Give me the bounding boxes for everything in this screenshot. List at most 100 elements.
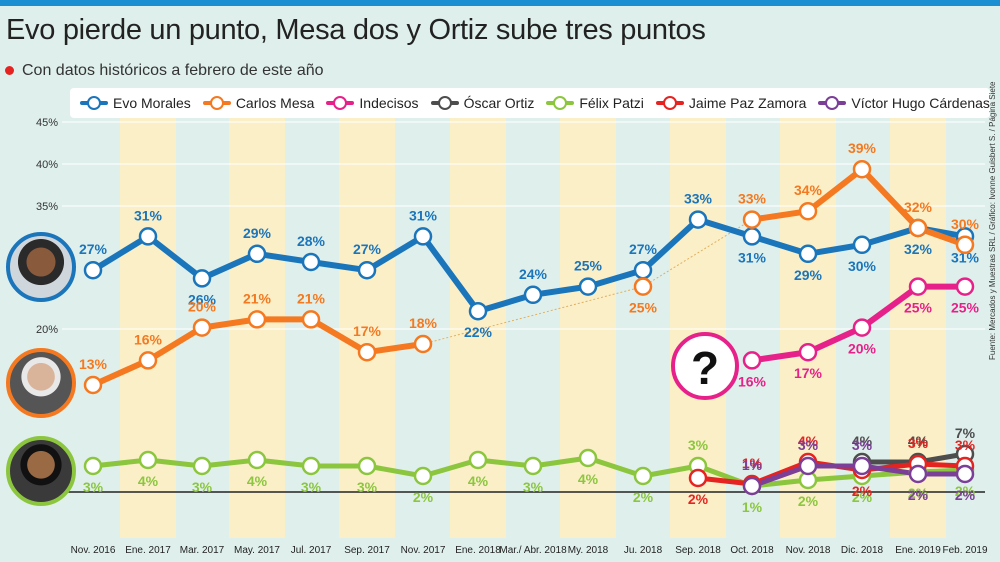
- data-label-patzi: 2%: [798, 493, 819, 509]
- data-point-evo: [138, 227, 158, 246]
- data-label-evo: 26%: [188, 291, 217, 307]
- data-point-mesa: [357, 342, 377, 362]
- data-label-patzi: 2%: [955, 483, 976, 499]
- source-note: Fuente: Mercados y Muestras SRL / Gráfic…: [988, 81, 997, 361]
- data-point-mesa: [742, 210, 762, 229]
- data-label-patzi: 4%: [578, 471, 599, 487]
- evo-morales-photo-icon: [6, 232, 76, 302]
- data-label-patzi: 3%: [523, 479, 544, 495]
- data-label-indecisos: 25%: [951, 300, 980, 316]
- data-label-mesa: 16%: [134, 331, 163, 347]
- data-point-mesa: [908, 218, 928, 238]
- top-accent-bar: [0, 0, 1000, 6]
- data-label-paz: 4%: [798, 433, 819, 449]
- data-label-mesa: 33%: [738, 191, 767, 207]
- x-tick-label: Ene. 2018: [455, 545, 501, 556]
- data-point-mesa: [633, 277, 653, 296]
- x-tick-label: Ene. 2019: [895, 545, 941, 556]
- data-label-evo: 29%: [794, 267, 823, 283]
- data-label-patzi: 2%: [413, 489, 434, 505]
- data-label-indecisos: 25%: [904, 300, 933, 316]
- chart-subtitle: Con datos históricos a febrero de este a…: [22, 62, 324, 79]
- data-point-mesa: [192, 318, 212, 337]
- data-point-mesa: [138, 351, 158, 370]
- data-label-patzi: 4%: [247, 473, 268, 489]
- data-label-ortiz: 4%: [908, 433, 929, 449]
- x-tick-label: Sep. 2018: [675, 545, 721, 556]
- data-point-mesa: [413, 334, 433, 354]
- legend-label: Indecisos: [359, 95, 419, 111]
- x-tick-label: Dic. 2018: [841, 545, 884, 556]
- data-label-patzi: 2%: [633, 489, 654, 505]
- data-point-mesa: [798, 201, 818, 221]
- x-tick-label: Nov. 2016: [71, 545, 116, 556]
- legend-item-cardenas: Víctor Hugo Cárdenas: [818, 95, 990, 111]
- legend-swatch-icon: [430, 96, 459, 110]
- data-label-evo: 27%: [629, 241, 658, 257]
- legend-label: Víctor Hugo Cárdenas: [851, 95, 990, 111]
- data-label-patzi: 3%: [301, 479, 322, 495]
- x-tick-label: My. 2018: [568, 545, 609, 556]
- data-label-patzi: 4%: [138, 473, 159, 489]
- series-gap-connector: [422, 286, 644, 345]
- data-label-paz: 2%: [852, 483, 873, 499]
- data-label-cardenas: 3%: [798, 437, 819, 453]
- data-label-paz: 3%: [908, 435, 929, 451]
- data-point-patzi: [578, 448, 598, 468]
- data-label-paz: 1%: [742, 455, 763, 471]
- data-label-evo: 33%: [684, 191, 713, 207]
- data-point-indecisos: [742, 351, 762, 370]
- data-label-mesa: 21%: [297, 290, 326, 306]
- data-label-evo: 27%: [79, 241, 108, 257]
- data-point-evo: [852, 235, 872, 255]
- data-label-indecisos: 16%: [738, 373, 767, 389]
- legend-swatch-icon: [655, 96, 684, 110]
- chart-title: Evo pierde un punto, Mesa dos y Ortiz su…: [6, 14, 706, 46]
- data-point-mesa: [955, 235, 975, 255]
- data-label-evo: 31%: [738, 249, 767, 265]
- data-point-evo: [468, 301, 488, 321]
- data-label-evo: 30%: [848, 258, 877, 274]
- data-point-cardenas: [742, 476, 762, 496]
- x-tick-label: Ju. 2018: [624, 545, 663, 556]
- x-tick-label: Ene. 2017: [125, 545, 171, 556]
- data-point-mesa: [247, 310, 267, 329]
- legend-label: Félix Patzi: [579, 95, 644, 111]
- data-point-evo: [357, 260, 377, 280]
- data-point-indecisos: [852, 318, 872, 337]
- data-label-patzi: 3%: [688, 437, 709, 453]
- x-tick-label: Sep. 2017: [344, 545, 390, 556]
- x-tick-label: Nov. 2017: [401, 545, 446, 556]
- data-label-mesa: 34%: [794, 182, 823, 198]
- data-point-evo: [192, 269, 212, 288]
- data-label-evo: 29%: [243, 225, 272, 241]
- data-point-paz: [688, 468, 708, 488]
- legend-label: Óscar Ortiz: [463, 95, 535, 111]
- data-point-evo: [798, 244, 818, 264]
- legend-item-evo: Evo Morales: [80, 95, 191, 111]
- data-label-mesa: 13%: [79, 356, 108, 372]
- column-band: [560, 118, 616, 538]
- data-label-ortiz: 4%: [852, 433, 873, 449]
- data-label-patzi: 3%: [192, 479, 213, 495]
- data-label-patzi: 1%: [742, 499, 763, 515]
- data-point-patzi: [83, 456, 103, 476]
- x-tick-label: Mar./ Abr. 2018: [499, 545, 567, 556]
- data-label-cardenas: 3%: [852, 437, 873, 453]
- legend-swatch-icon: [818, 96, 847, 110]
- data-label-cardenas: 2%: [955, 487, 976, 503]
- data-point-patzi: [357, 456, 377, 476]
- data-label-evo: 22%: [464, 324, 493, 340]
- x-tick-label: Mar. 2017: [180, 545, 225, 556]
- data-label-patzi: 2%: [852, 489, 873, 505]
- y-tick-label: 45%: [36, 117, 58, 129]
- data-label-evo: 27%: [353, 241, 382, 257]
- data-point-indecisos: [908, 277, 928, 296]
- legend-item-patzi: Félix Patzi: [546, 95, 644, 111]
- data-label-evo: 31%: [134, 207, 163, 223]
- data-point-patzi: [138, 450, 158, 470]
- data-point-mesa: [852, 159, 872, 179]
- data-point-evo: [742, 227, 762, 246]
- legend-swatch-icon: [326, 96, 355, 110]
- carlos-mesa-photo-icon: [6, 348, 76, 418]
